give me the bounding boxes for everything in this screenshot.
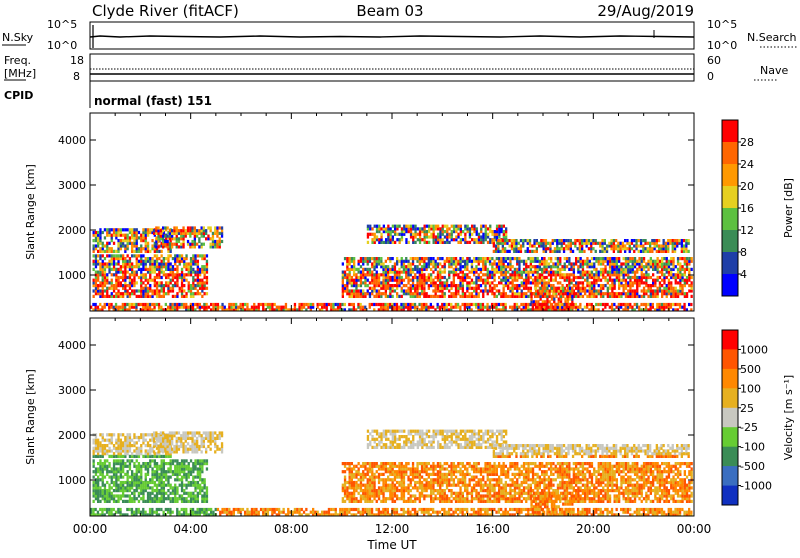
velocity-colorbar-tick: 25 — [740, 402, 754, 415]
velocity-ytick-label: 1000 — [58, 474, 86, 487]
power-colorbar-tick: 16 — [740, 202, 754, 215]
power-colorbar-swatch — [722, 164, 738, 187]
time-tick-label: 16:00 — [475, 522, 510, 536]
freq-label-1: Freq. — [4, 54, 31, 67]
velocity-colorbar-swatch — [722, 486, 738, 506]
power-colorbar-tick: 12 — [740, 224, 754, 237]
power-colorbar-swatch — [722, 142, 738, 165]
nsearch-tick-high: 10^5 — [707, 18, 737, 31]
power-colorbar-label: Power [dB] — [782, 178, 795, 238]
power-colorbar-tick: 24 — [740, 158, 754, 171]
velocity-colorbar-swatch — [722, 447, 738, 467]
time-tick-label: 20:00 — [576, 522, 611, 536]
power-colorbar-tick: 8 — [740, 246, 747, 259]
nsearch-tick-low: 10^0 — [707, 39, 737, 52]
time-axis: 00:00 04:00 08:00 12:00 16:00 20:00 00:00 Time … — [73, 522, 712, 552]
cpid-value: normal (fast) 151 — [94, 94, 212, 108]
nsky-label: N.Sky — [2, 31, 34, 44]
power-colorbar-swatch — [722, 186, 738, 209]
nave-tick-low: 0 — [707, 70, 714, 83]
velocity-colorbar-label: Velocity [m s⁻¹] — [782, 375, 795, 460]
nsearch-label: N.Search — [747, 31, 797, 44]
beam-title: Beam 03 — [356, 2, 423, 20]
power-ytick-label: 3000 — [58, 179, 86, 192]
time-tick-label: 04:00 — [173, 522, 208, 536]
velocity-colorbar-swatch — [722, 330, 738, 350]
velocity-ylabel: Slant Range [km] — [24, 369, 37, 465]
nave-label: Nave — [760, 64, 788, 77]
velocity-colorbar-swatch — [722, 408, 738, 428]
power-echoes — [90, 225, 693, 312]
velocity-colorbar-swatch — [722, 369, 738, 389]
time-tick-label: 08:00 — [274, 522, 309, 536]
velocity-echoes — [90, 430, 693, 517]
velocity-colorbar-swatch — [722, 388, 738, 408]
velocity-colorbar-tick: -25 — [740, 421, 758, 434]
velocity-colorbar-tick: 500 — [740, 363, 761, 376]
velocity-colorbar: 1000 500 100 25 -25 -100 -500 -1000 Velocity [m … — [722, 330, 795, 506]
power-colorbar-swatch — [722, 252, 738, 275]
freq-label-2: [MHz] — [4, 67, 36, 80]
time-axis-label: Time UT — [366, 538, 417, 552]
power-colorbar-swatch — [722, 230, 738, 253]
freq-panel: Freq. [MHz] 18 8 60 0 Nave — [4, 54, 788, 83]
freq-tick-high: 18 — [70, 54, 84, 67]
velocity-colorbar-tick: -100 — [740, 441, 765, 454]
velocity-colorbar-tick: -1000 — [740, 480, 772, 493]
power-colorbar-tick: 4 — [740, 268, 747, 281]
time-tick-label: 00:00 — [73, 522, 108, 536]
date-title: 29/Aug/2019 — [597, 2, 694, 20]
cpid-label: CPID — [4, 89, 33, 102]
nsky-panel: N.Sky 10^5 10^0 10^5 10^0 N.Search — [2, 18, 798, 52]
nave-tick-high: 60 — [707, 54, 721, 67]
station-title: Clyde River (fitACF) — [92, 2, 239, 20]
power-colorbar-swatch — [722, 274, 738, 297]
nsky-tick-high: 10^5 — [47, 18, 77, 31]
velocity-ytick-label: 4000 — [58, 339, 86, 352]
power-colorbar: 4 8 12 16 20 24 28 Power [dB] — [722, 120, 795, 297]
power-ytick-label: 4000 — [58, 134, 86, 147]
nsky-tick-low: 10^0 — [47, 39, 77, 52]
velocity-colorbar-swatch — [722, 466, 738, 486]
velocity-colorbar-tick: 100 — [740, 382, 761, 395]
time-tick-label: 00:00 — [677, 522, 712, 536]
power-colorbar-swatch — [722, 208, 738, 231]
velocity-colorbar-swatch — [722, 349, 738, 369]
power-ylabel: Slant Range [km] — [24, 164, 37, 260]
power-panel: 1000 2000 3000 4000 Slant Range [km] 4 8 12 16 20… — [24, 113, 795, 312]
velocity-colorbar-tick: 1000 — [740, 343, 768, 356]
power-ytick-label: 1000 — [58, 269, 86, 282]
power-colorbar-tick: 28 — [740, 136, 754, 149]
velocity-ytick-label: 2000 — [58, 429, 86, 442]
velocity-colorbar-swatch — [722, 427, 738, 447]
power-ytick-label: 2000 — [58, 224, 86, 237]
nsky-trace — [90, 36, 694, 37]
time-tick-label: 12:00 — [375, 522, 410, 536]
power-colorbar-tick: 20 — [740, 180, 754, 193]
power-colorbar-swatch — [722, 120, 738, 143]
velocity-ytick-label: 3000 — [58, 384, 86, 397]
freq-tick-low: 8 — [73, 70, 80, 83]
velocity-colorbar-tick: -500 — [740, 460, 765, 473]
